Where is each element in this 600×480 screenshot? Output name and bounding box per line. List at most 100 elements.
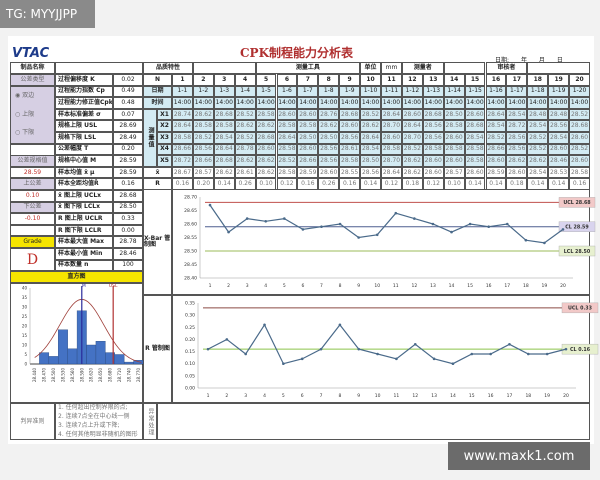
- measurement-cell[interactable]: 28.50: [297, 132, 319, 144]
- measurement-cell[interactable]: 28.58: [381, 143, 402, 156]
- measurement-cell[interactable]: 28.64: [401, 120, 423, 132]
- measurement-cell[interactable]: 28.72: [506, 120, 528, 132]
- sample-time[interactable]: 14:00: [485, 97, 507, 109]
- measurement-cell[interactable]: 28.78: [234, 143, 256, 156]
- measurement-cell[interactable]: 28.52: [569, 143, 590, 156]
- measurement-cell[interactable]: 28.64: [276, 132, 298, 144]
- measurement-cell[interactable]: 28.58: [443, 143, 465, 156]
- measurement-cell[interactable]: 28.62: [234, 155, 256, 167]
- measurement-cell[interactable]: 28.48: [548, 108, 570, 121]
- sample-date[interactable]: 1-1: [172, 85, 193, 98]
- measurement-cell[interactable]: 28.56: [422, 132, 444, 144]
- measurement-cell[interactable]: 28.76: [318, 108, 340, 121]
- measurement-cell[interactable]: 28.58: [464, 155, 486, 167]
- measurement-cell[interactable]: 28.60: [339, 120, 361, 132]
- measurement-cell[interactable]: 28.70: [381, 155, 402, 167]
- sample-date[interactable]: 1-15: [464, 85, 486, 98]
- sample-time[interactable]: 14:00: [569, 97, 590, 109]
- measurement-cell[interactable]: 28.54: [360, 143, 381, 156]
- sample-date[interactable]: 1-18: [527, 85, 549, 98]
- measurement-cell[interactable]: 28.56: [506, 132, 528, 144]
- measurement-cell[interactable]: 28.68: [422, 108, 444, 121]
- measurement-cell[interactable]: 28.64: [485, 108, 507, 121]
- measurement-cell[interactable]: 28.58: [339, 155, 361, 167]
- measurement-cell[interactable]: 28.58: [192, 120, 214, 132]
- measurement-cell[interactable]: 28.58: [276, 120, 298, 132]
- measurement-cell[interactable]: 28.46: [548, 155, 570, 167]
- measurement-cell[interactable]: 28.52: [401, 143, 423, 156]
- measurement-cell[interactable]: 28.62: [401, 155, 423, 167]
- measurement-cell[interactable]: 28.64: [213, 143, 235, 156]
- measurement-cell[interactable]: 28.56: [192, 143, 214, 156]
- measurement-cell[interactable]: 28.62: [255, 120, 277, 132]
- measurement-cell[interactable]: 28.62: [318, 120, 340, 132]
- sample-date[interactable]: 1-4: [234, 85, 256, 98]
- measurement-cell[interactable]: 28.66: [485, 143, 507, 156]
- measurement-cell[interactable]: 28.60: [485, 155, 507, 167]
- radio-both[interactable]: ◉ 双边: [15, 92, 34, 99]
- sample-time[interactable]: 14:00: [213, 97, 235, 109]
- measurement-cell[interactable]: 28.54: [527, 120, 549, 132]
- sample-time[interactable]: 14:00: [276, 97, 298, 109]
- sample-time[interactable]: 14:00: [401, 97, 423, 109]
- measurement-cell[interactable]: 28.52: [192, 132, 214, 144]
- sample-date[interactable]: 1-14: [443, 85, 465, 98]
- product-name-value[interactable]: [55, 62, 143, 74]
- measurement-cell[interactable]: 28.52: [234, 132, 256, 144]
- measurement-cell[interactable]: 28.58: [213, 120, 235, 132]
- sample-time[interactable]: 14:00: [255, 97, 277, 109]
- measurement-cell[interactable]: 28.58: [255, 108, 277, 121]
- measurement-cell[interactable]: 28.68: [464, 120, 486, 132]
- measurement-cell[interactable]: 28.58: [276, 143, 298, 156]
- sample-time[interactable]: 14:00: [527, 97, 549, 109]
- measurement-cell[interactable]: 28.52: [527, 132, 549, 144]
- measurement-cell[interactable]: 28.74: [172, 108, 193, 121]
- measurement-cell[interactable]: 28.58: [172, 132, 193, 144]
- measurement-cell[interactable]: 28.52: [276, 155, 298, 167]
- measurement-cell[interactable]: 28.60: [255, 143, 277, 156]
- measurement-cell[interactable]: 28.70: [381, 120, 402, 132]
- radio-upper[interactable]: ○ 上限: [15, 111, 34, 118]
- measurement-cell[interactable]: 28.62: [527, 155, 549, 167]
- upper-tolerance-value[interactable]: 0.10: [10, 190, 55, 202]
- lower-tolerance-value[interactable]: -0.10: [10, 213, 55, 225]
- measurement-cell[interactable]: 28.64: [381, 108, 402, 121]
- sample-date[interactable]: 1-7: [297, 85, 319, 98]
- measurement-cell[interactable]: 28.62: [506, 155, 528, 167]
- measurement-cell[interactable]: 28.54: [464, 132, 486, 144]
- measurement-cell[interactable]: 28.48: [527, 108, 549, 121]
- measurement-cell[interactable]: 28.62: [234, 120, 256, 132]
- sample-date[interactable]: 1-6: [276, 85, 298, 98]
- measurement-cell[interactable]: 28.60: [276, 108, 298, 121]
- sample-date[interactable]: 1-20: [569, 85, 590, 98]
- measurement-cell[interactable]: 28.60: [569, 155, 590, 167]
- reviewer-value[interactable]: [527, 62, 590, 74]
- measurement-cell[interactable]: 28.62: [192, 108, 214, 121]
- measurement-cell[interactable]: 28.66: [192, 155, 214, 167]
- measurement-cell[interactable]: 28.56: [506, 143, 528, 156]
- measurement-cell[interactable]: 28.58: [464, 143, 486, 156]
- sample-date[interactable]: 1-12: [401, 85, 423, 98]
- measurement-cell[interactable]: 28.60: [381, 132, 402, 144]
- measurement-cell[interactable]: 28.58: [422, 143, 444, 156]
- measurement-cell[interactable]: 28.52: [360, 108, 381, 121]
- measurement-cell[interactable]: 28.62: [360, 120, 381, 132]
- measurement-cell[interactable]: 28.66: [172, 143, 193, 156]
- measurement-cell[interactable]: 28.54: [506, 108, 528, 121]
- sample-date[interactable]: 1-3: [213, 85, 235, 98]
- sample-time[interactable]: 14:00: [360, 97, 381, 109]
- abnormal-notes[interactable]: [157, 403, 590, 440]
- measurement-cell[interactable]: 28.64: [360, 132, 381, 144]
- measurement-cell[interactable]: 28.54: [213, 132, 235, 144]
- sample-date[interactable]: 1-5: [255, 85, 277, 98]
- measurement-cell[interactable]: 28.68: [569, 120, 590, 132]
- measurement-cell[interactable]: 28.60: [548, 143, 570, 156]
- measurement-cell[interactable]: 28.66: [297, 155, 319, 167]
- sample-date[interactable]: 1-11: [381, 85, 402, 98]
- measurement-cell[interactable]: 28.60: [297, 143, 319, 156]
- sample-date[interactable]: 1-13: [422, 85, 444, 98]
- quality-value[interactable]: [192, 62, 256, 74]
- sample-time[interactable]: 14:00: [381, 97, 402, 109]
- sample-time[interactable]: 14:00: [548, 97, 570, 109]
- sample-date[interactable]: 1-19: [548, 85, 570, 98]
